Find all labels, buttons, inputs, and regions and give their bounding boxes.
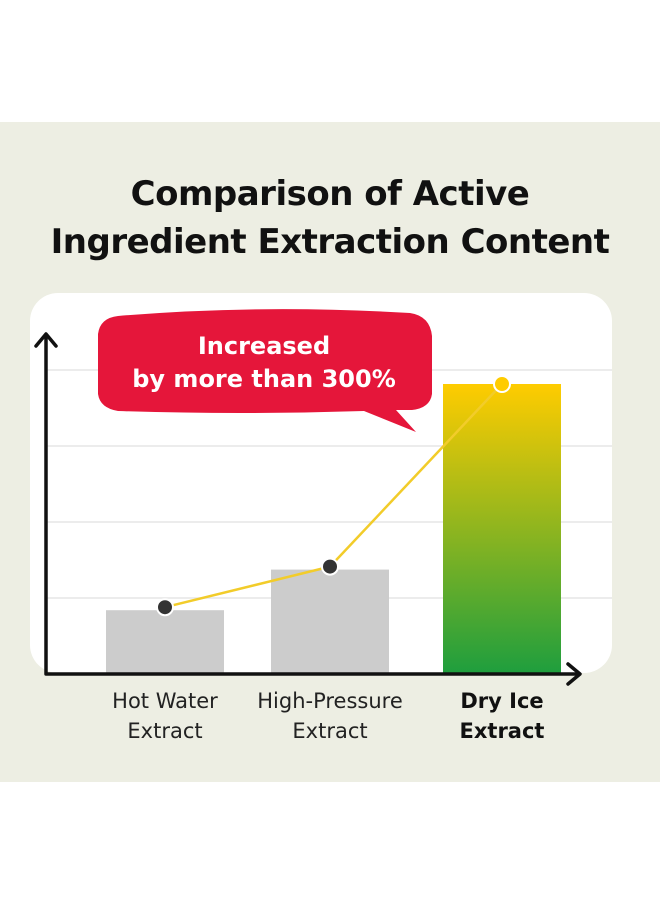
trend-point-2 [493, 375, 511, 393]
bar-2 [443, 384, 561, 674]
category-label-1-line-1: Extract [292, 719, 368, 743]
bar-0 [106, 610, 224, 674]
trend-point-0 [156, 598, 174, 617]
callout-line-1: Increased [197, 332, 331, 360]
axes [34, 332, 582, 686]
trend-line [156, 375, 511, 617]
category-label-2: Dry Ice Extract [402, 686, 602, 746]
callout-text: Increased by more than 300% [100, 330, 428, 396]
bars [106, 384, 561, 674]
category-label-2-line-0: Dry Ice [460, 689, 544, 713]
axis-lines [44, 336, 578, 676]
category-label-0: Hot Water Extract [65, 686, 265, 746]
trend-point-1 [321, 557, 339, 576]
category-label-1-line-0: High-Pressure [257, 689, 403, 713]
x-axis-arrow-icon [566, 662, 582, 686]
bar-1 [271, 569, 389, 674]
chart-title-line-2: Ingredient Extraction Content [50, 222, 610, 262]
chart-title: Comparison of Active Ingredient Extracti… [0, 170, 660, 266]
category-label-0-line-1: Extract [127, 719, 203, 743]
category-label-0-line-0: Hot Water [112, 689, 218, 713]
category-label-1: High-Pressure Extract [230, 686, 430, 746]
callout-line-2: by more than 300% [132, 365, 396, 393]
callout-bubble [98, 309, 432, 432]
category-label-2-line-1: Extract [459, 719, 545, 743]
y-axis-arrow-icon [34, 332, 58, 348]
chart-title-line-1: Comparison of Active [130, 174, 530, 214]
